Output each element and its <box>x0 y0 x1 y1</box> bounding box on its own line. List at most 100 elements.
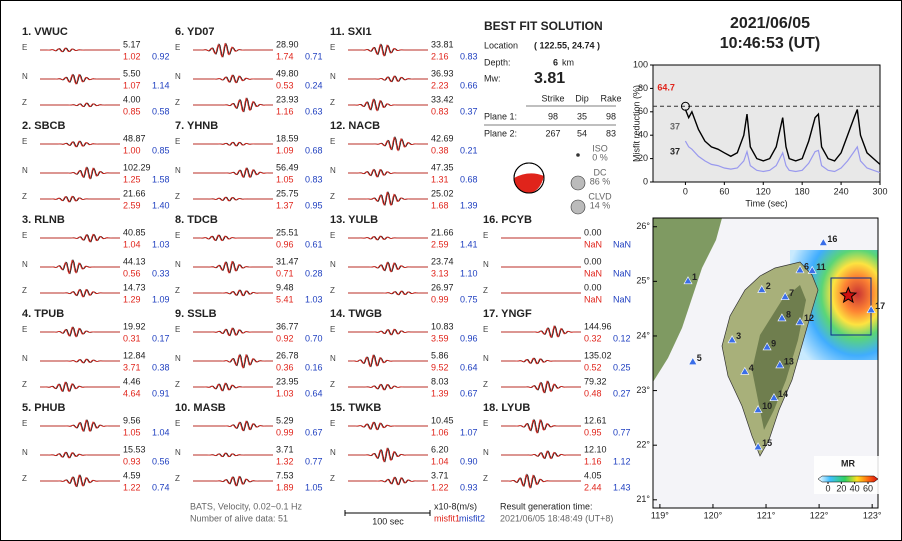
misfit2: 0.24 <box>305 80 323 90</box>
waveform <box>193 382 273 392</box>
component-icon <box>576 153 580 157</box>
station-label: 13. YULB <box>330 214 378 226</box>
misfit2: 0.37 <box>460 106 478 116</box>
misfit2: 0.64 <box>460 362 478 372</box>
misfit2: NaN <box>613 268 631 278</box>
station-number: 12 <box>804 313 814 323</box>
waveform <box>501 357 581 365</box>
misfit2: 1.09 <box>152 294 170 304</box>
mw: 3.81 <box>534 70 565 87</box>
amplitude: 26.78 <box>276 350 299 360</box>
station-label: 5. PHUB <box>22 402 65 414</box>
component-label: Z <box>175 380 180 389</box>
misfit1: 1.39 <box>431 388 449 398</box>
map-frame <box>652 217 879 509</box>
amplitude: 12.10 <box>584 444 607 454</box>
misfit1: 0.93 <box>123 456 141 466</box>
waveform <box>193 196 273 202</box>
misfit2: 1.04 <box>152 427 170 437</box>
component-label: N <box>22 448 28 457</box>
misfit1: 0.92 <box>276 333 294 343</box>
waveform <box>348 191 428 207</box>
misfit1: 9.52 <box>431 362 449 372</box>
amplitude: 4.00 <box>123 94 141 104</box>
misfit2: 0.58 <box>152 106 170 116</box>
x-tick-label: 180 <box>795 186 810 196</box>
component-label: Z <box>483 474 488 483</box>
waveform <box>193 141 273 147</box>
station-label: 15. TWKB <box>330 402 381 414</box>
amplitude: 5.29 <box>276 415 294 425</box>
station-number: 3 <box>736 331 741 341</box>
generation-label: Result generation time: <box>500 501 593 511</box>
misfit2: 1.39 <box>460 200 478 210</box>
misfit2: 1.58 <box>152 174 170 184</box>
station-marker <box>769 393 779 401</box>
plane-value: 54 <box>577 128 587 138</box>
component-value: 86 % <box>590 176 611 186</box>
colorbar-title: MR <box>841 458 855 468</box>
amplitude: 14.73 <box>123 282 146 292</box>
misfit2: 0.90 <box>460 456 478 466</box>
misfit2: 0.74 <box>152 482 170 492</box>
scale-label: 100 sec <box>372 516 404 526</box>
x-tick-label: 60 <box>719 186 729 196</box>
misfit1: 1.02 <box>123 51 141 61</box>
plane-header: Rake <box>600 93 621 103</box>
amplitude: 10.45 <box>431 415 454 425</box>
x-axis-label: Time (sec) <box>745 198 787 208</box>
station-marker <box>762 342 772 351</box>
y-tick-label: 20 <box>638 153 648 163</box>
misfit2: 0.25 <box>613 362 631 372</box>
depth: 6 <box>553 57 558 67</box>
misfit1: 0.83 <box>431 106 449 116</box>
station-label: 8. TDCB <box>175 214 218 226</box>
misfit1: 4.64 <box>123 388 141 398</box>
location-label: Location <box>484 40 518 50</box>
waveform <box>193 452 273 458</box>
x-tick-label: 240 <box>834 186 849 196</box>
waveform <box>40 47 120 53</box>
waveform <box>40 326 120 338</box>
component-label: E <box>330 231 335 240</box>
amplitude: 5.86 <box>431 350 449 360</box>
waveform <box>348 383 428 391</box>
misfit1: 0.95 <box>584 427 602 437</box>
misfit1: 1.29 <box>123 294 141 304</box>
plane-header: Dip <box>575 93 589 103</box>
component-label: N <box>22 354 28 363</box>
misfit2: 1.03 <box>305 294 323 304</box>
alive-info: Number of alive data: 51 <box>190 513 288 523</box>
station-marker <box>866 305 876 314</box>
amplitude: 33.81 <box>431 39 454 49</box>
depth-unit: km <box>562 57 574 67</box>
station-label: 4. TPUB <box>22 308 64 320</box>
misfit1: 2.59 <box>123 200 141 210</box>
misfit1: 1.05 <box>276 174 294 184</box>
amplitude: 9.56 <box>123 415 141 425</box>
amplitude: 5.17 <box>123 39 141 49</box>
colorbar-tick-label: 20 <box>836 483 846 493</box>
component-label: E <box>330 325 335 334</box>
waveform <box>193 167 273 179</box>
misfit1: 1.32 <box>276 456 294 466</box>
waveform <box>40 451 120 459</box>
station-number: 16 <box>827 234 837 244</box>
component-label: ISO <box>592 143 608 153</box>
component-label: E <box>22 231 27 240</box>
amplitude: 19.92 <box>123 321 146 331</box>
misfit1: NaN <box>584 239 602 249</box>
y-tick-label: 60 <box>638 106 648 116</box>
colorbar-tick-label: 0 <box>825 483 830 493</box>
station-marker <box>795 317 805 326</box>
amplitude: 79.32 <box>584 376 607 386</box>
component-label: E <box>330 419 335 428</box>
component-label: Z <box>175 98 180 107</box>
misfit2: 0.67 <box>305 427 323 437</box>
misfit1: 0.99 <box>431 294 449 304</box>
component-label: DC <box>594 167 607 177</box>
depth-label: Depth: <box>484 57 511 67</box>
waveform <box>193 234 273 242</box>
component-label: N <box>175 72 181 81</box>
